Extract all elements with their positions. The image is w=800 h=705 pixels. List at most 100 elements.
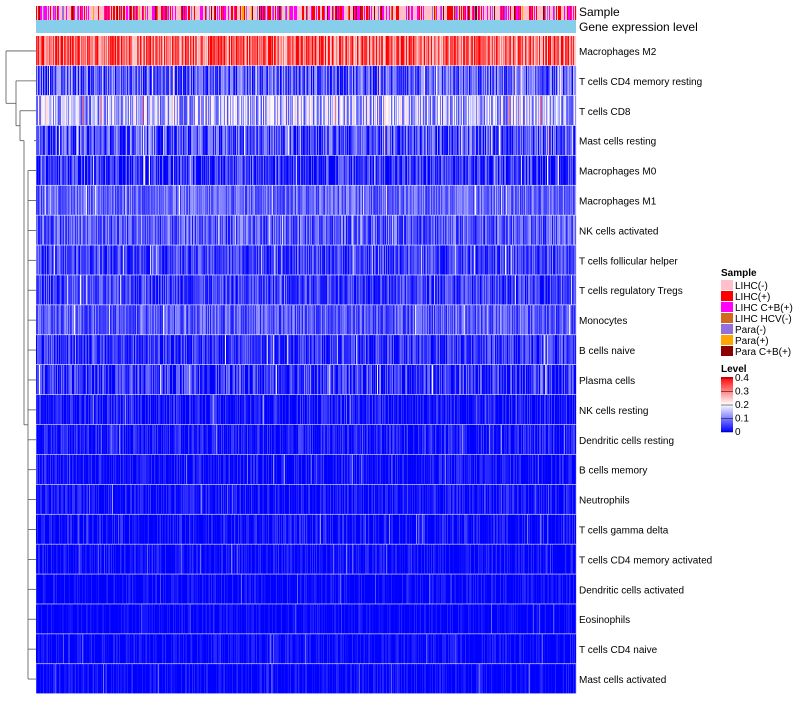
heatmap-cell xyxy=(181,126,182,155)
heatmap-cell xyxy=(450,156,451,185)
heatmap-cell xyxy=(214,156,215,185)
heatmap-cell xyxy=(448,156,449,185)
sample-annotation-cell xyxy=(79,6,80,20)
sample-annotation-cell xyxy=(87,6,88,20)
heatmap-cell xyxy=(197,156,198,185)
heatmap-cell xyxy=(79,126,80,155)
sample-annotation-cell xyxy=(144,6,145,20)
heatmap-cell xyxy=(543,66,544,95)
heatmap-cell xyxy=(529,156,530,185)
sample-annotation-cell xyxy=(517,6,518,20)
heatmap-cell xyxy=(143,245,144,274)
heatmap-cell xyxy=(174,36,175,65)
sample-annotation-cell xyxy=(227,6,228,20)
heatmap-cell xyxy=(95,275,96,304)
sample-annotation-cell xyxy=(557,6,558,20)
heatmap-cell xyxy=(389,186,390,215)
heatmap-cell xyxy=(83,215,84,244)
heatmap-cell xyxy=(48,275,49,304)
heatmap-cell xyxy=(65,186,66,215)
heatmap-cell xyxy=(268,36,269,65)
heatmap-cell xyxy=(51,245,52,274)
heatmap-cell xyxy=(129,36,130,65)
heatmap-cell xyxy=(393,126,394,155)
heatmap-cell xyxy=(94,66,95,95)
heatmap-cell xyxy=(238,245,239,274)
heatmap-cell xyxy=(169,126,170,155)
heatmap-cell xyxy=(525,96,526,125)
sample-annotation-cell xyxy=(55,6,56,20)
heatmap-cell xyxy=(319,156,320,185)
heatmap-cell xyxy=(441,96,442,125)
heatmap-cell xyxy=(463,36,464,65)
heatmap-cell xyxy=(337,66,338,95)
heatmap-cell xyxy=(359,156,360,185)
heatmap-cell xyxy=(130,66,131,95)
heatmap-cell xyxy=(144,126,145,155)
heatmap-cell xyxy=(233,245,234,274)
heatmap-cell xyxy=(65,96,66,125)
heatmap-cell xyxy=(140,215,141,244)
heatmap-cell xyxy=(192,126,193,155)
heatmap-cell xyxy=(439,126,440,155)
heatmap-cell xyxy=(542,245,543,274)
sample-annotation-cell xyxy=(138,6,139,20)
heatmap-cell xyxy=(185,36,186,65)
heatmap-cell xyxy=(176,66,177,95)
sample-annotation-cell xyxy=(213,6,214,20)
heatmap-cell xyxy=(43,245,44,274)
heatmap-cell xyxy=(181,245,182,274)
heatmap-cell xyxy=(398,36,399,65)
heatmap-cell xyxy=(366,215,367,244)
heatmap-cell xyxy=(264,245,265,274)
sample-annotation-cell xyxy=(40,6,41,20)
heatmap-cell xyxy=(475,245,476,274)
heatmap-cell xyxy=(102,215,103,244)
heatmap-cell xyxy=(469,96,470,125)
sample-annotation-cell xyxy=(482,6,483,20)
heatmap-cell xyxy=(236,126,237,155)
heatmap-cell xyxy=(560,96,561,125)
heatmap-cell xyxy=(487,66,488,95)
heatmap-cell xyxy=(158,96,159,125)
heatmap-cell xyxy=(391,215,392,244)
heatmap-cell xyxy=(277,186,278,215)
heatmap-cell xyxy=(76,215,77,244)
heatmap-cell xyxy=(459,245,460,274)
sample-annotation-cell xyxy=(333,6,334,20)
heatmap-cell xyxy=(66,245,67,274)
heatmap-cell xyxy=(442,126,443,155)
heatmap-cell xyxy=(149,215,150,244)
sample-annotation-cell xyxy=(491,6,492,20)
heatmap-cell xyxy=(53,245,54,274)
heatmap-cell xyxy=(71,126,72,155)
heatmap-cell xyxy=(250,96,251,125)
heatmap-cell xyxy=(83,126,84,155)
heatmap-cell xyxy=(513,66,514,95)
heatmap-cell xyxy=(342,126,343,155)
sample-annotation-cell xyxy=(355,6,356,20)
heatmap-cell xyxy=(190,156,191,185)
heatmap-cell xyxy=(466,215,467,244)
heatmap-cell xyxy=(509,186,510,215)
sample-annotation-cell xyxy=(258,6,259,20)
sample-annotation-cell xyxy=(573,6,574,20)
heatmap-cell xyxy=(136,36,137,65)
heatmap-cell xyxy=(473,215,474,244)
heatmap-cell xyxy=(399,126,400,155)
heatmap-cell xyxy=(132,36,133,65)
heatmap-cell xyxy=(150,156,151,185)
heatmap-cell xyxy=(455,245,456,274)
heatmap-cell xyxy=(487,96,488,125)
heatmap-cell xyxy=(343,36,344,65)
heatmap-cell xyxy=(496,156,497,185)
heatmap-cell xyxy=(303,126,304,155)
sample-annotation-cell xyxy=(260,6,261,20)
heatmap-cell xyxy=(337,36,338,65)
heatmap-cell xyxy=(474,126,475,155)
heatmap-cell xyxy=(223,156,224,185)
heatmap-cell xyxy=(382,186,383,215)
heatmap-cell xyxy=(323,126,324,155)
sample-annotation-cell xyxy=(364,6,365,20)
heatmap-cell xyxy=(486,156,487,185)
